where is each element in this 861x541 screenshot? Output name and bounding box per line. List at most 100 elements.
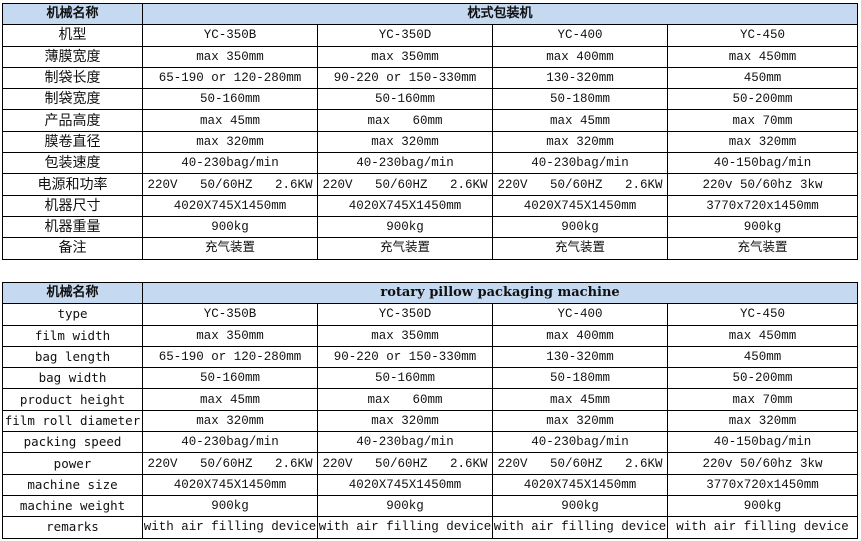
cell-value: 900kg xyxy=(142,215,318,239)
row-label: 制袋宽度 xyxy=(2,88,143,111)
header-title: rotary pillow packaging machine xyxy=(141,281,859,305)
table-row: machine weight 900kg 900kg 900kg 900kg xyxy=(2,494,859,518)
cell-value: max 450mm xyxy=(666,324,859,347)
cell-value: 40-230bag/min xyxy=(142,431,318,454)
cell-value: 900kg xyxy=(666,215,859,239)
cell-value: 40-230bag/min xyxy=(317,152,493,175)
row-label: 机器重量 xyxy=(2,215,143,239)
cell-value: 65-190 or 120-280mm xyxy=(142,345,318,369)
cell-value: with air filling device xyxy=(666,516,859,539)
cell-value: 50-200mm xyxy=(666,88,859,111)
cell-value: 50-180mm xyxy=(492,88,668,111)
table-row: bag width 50-160mm 50-160mm 50-180mm 50-200m… xyxy=(2,367,859,390)
row-label: 电源和功率 xyxy=(2,173,143,196)
cell-value: YC-350D xyxy=(317,303,493,326)
cell-value: 充气装置 xyxy=(492,237,668,260)
cell-value: 65-190 or 120-280mm xyxy=(142,66,318,90)
cell-value: 220V 50/60HZ 2.6KW xyxy=(142,173,318,196)
cell-value: max 70mm xyxy=(666,109,859,132)
cell-value: 220V 50/60HZ 2.6KW xyxy=(317,452,493,475)
row-label: 机型 xyxy=(2,24,143,47)
row-label: packing speed xyxy=(2,431,143,454)
table-row: type YC-350B YC-350D YC-400 YC-450 xyxy=(2,303,859,326)
cell-value: 900kg xyxy=(317,494,493,518)
cell-value: 220V 50/60HZ 2.6KW xyxy=(317,173,493,196)
spec-table-english: 机械名称 rotary pillow packaging machine type Y… xyxy=(2,281,859,539)
header-label: 机械名称 xyxy=(2,281,143,305)
cell-value: max 320mm xyxy=(492,409,668,433)
cell-value: 220V 50/60HZ 2.6KW xyxy=(492,452,668,475)
cell-value: max 320mm xyxy=(666,409,859,433)
row-label: 机器尺寸 xyxy=(2,194,143,217)
row-label: bag width xyxy=(2,367,143,390)
cell-value: 90-220 or 150-330mm xyxy=(317,66,493,90)
row-label: remarks xyxy=(2,516,143,539)
cell-value: max 45mm xyxy=(492,388,668,411)
cell-value: 450mm xyxy=(666,345,859,369)
row-label: 备注 xyxy=(2,237,143,260)
cell-value: max 450mm xyxy=(666,45,859,68)
row-label: film width xyxy=(2,324,143,347)
cell-value: 50-160mm xyxy=(317,367,493,390)
cell-value: 50-180mm xyxy=(492,367,668,390)
cell-value: 4020X745X1450mm xyxy=(142,473,318,496)
cell-value: max 45mm xyxy=(142,388,318,411)
cell-value: 4020X745X1450mm xyxy=(492,473,668,496)
cell-value: 40-230bag/min xyxy=(492,431,668,454)
table-row: 机型 YC-350B YC-350D YC-400 YC-450 xyxy=(2,24,859,47)
cell-value: 4020X745X1450mm xyxy=(492,194,668,217)
cell-value: max 350mm xyxy=(317,324,493,347)
cell-value: YC-350D xyxy=(317,24,493,47)
cell-value: max 400mm xyxy=(492,324,668,347)
cell-value: 900kg xyxy=(492,494,668,518)
row-label: machine size xyxy=(2,473,143,496)
cell-value: max 320mm xyxy=(142,130,318,154)
cell-value: 充气装置 xyxy=(317,237,493,260)
cell-value: 900kg xyxy=(142,494,318,518)
cell-value: 3770x720x1450mm xyxy=(666,473,859,496)
cell-value: 4020X745X1450mm xyxy=(142,194,318,217)
cell-value: max 60mm xyxy=(317,388,493,411)
cell-value: max 350mm xyxy=(142,45,318,68)
cell-value: with air filling device xyxy=(317,516,493,539)
cell-value: 4020X745X1450mm xyxy=(317,194,493,217)
cell-value: 40-230bag/min xyxy=(142,152,318,175)
cell-value: 220v 50/60hz 3kw xyxy=(666,452,859,475)
row-label: bag length xyxy=(2,345,143,369)
table-row: power 220V 50/60HZ 2.6KW 220V 50/60HZ 2.6K… xyxy=(2,452,859,475)
table-row: 产品高度 max 45mm max 60mm max 45mm max 70mm xyxy=(2,109,859,132)
cell-value: 4020X745X1450mm xyxy=(317,473,493,496)
cell-value: 50-160mm xyxy=(317,88,493,111)
cell-value: 900kg xyxy=(317,215,493,239)
cell-value: 50-160mm xyxy=(142,88,318,111)
table-row: 备注 充气装置 充气装置 充气装置 充气装置 xyxy=(2,237,859,260)
cell-value: YC-350B xyxy=(142,303,318,326)
table-row: machine size 4020X745X1450mm 4020X745X1450… xyxy=(2,473,859,496)
cell-value: max 400mm xyxy=(492,45,668,68)
cell-value: 900kg xyxy=(666,494,859,518)
cell-value: 220V 50/60HZ 2.6KW xyxy=(492,173,668,196)
cell-value: 40-230bag/min xyxy=(317,431,493,454)
cell-value: with air filling device xyxy=(492,516,668,539)
table-row: 包装速度 40-230bag/min 40-230bag/min 40-230bag/… xyxy=(2,152,859,175)
cell-value: max 45mm xyxy=(492,109,668,132)
cell-value: 50-160mm xyxy=(142,367,318,390)
table-row: 膜卷直径 max 320mm max 320mm max 320mm max 320mm xyxy=(2,130,859,154)
cell-value: max 320mm xyxy=(317,130,493,154)
cell-value: 40-150bag/min xyxy=(666,431,859,454)
table-row: film width max 350mm max 350mm max 400mm max… xyxy=(2,324,859,347)
table-row: product height max 45mm max 60mm max 45mm ma… xyxy=(2,388,859,411)
cell-value: max 45mm xyxy=(142,109,318,132)
cell-value: 充气装置 xyxy=(666,237,859,260)
cell-value: 130-320mm xyxy=(492,66,668,90)
row-label: machine weight xyxy=(2,494,143,518)
row-label: power xyxy=(2,452,143,475)
cell-value: 130-320mm xyxy=(492,345,668,369)
cell-value: max 320mm xyxy=(666,130,859,154)
row-label: 制袋长度 xyxy=(2,66,143,90)
row-label: film roll diameter xyxy=(2,409,143,433)
table-row: packing speed 40-230bag/min 40-230bag/min 4… xyxy=(2,431,859,454)
cell-value: max 320mm xyxy=(492,130,668,154)
row-label: 膜卷直径 xyxy=(2,130,143,154)
cell-value: YC-450 xyxy=(666,303,859,326)
